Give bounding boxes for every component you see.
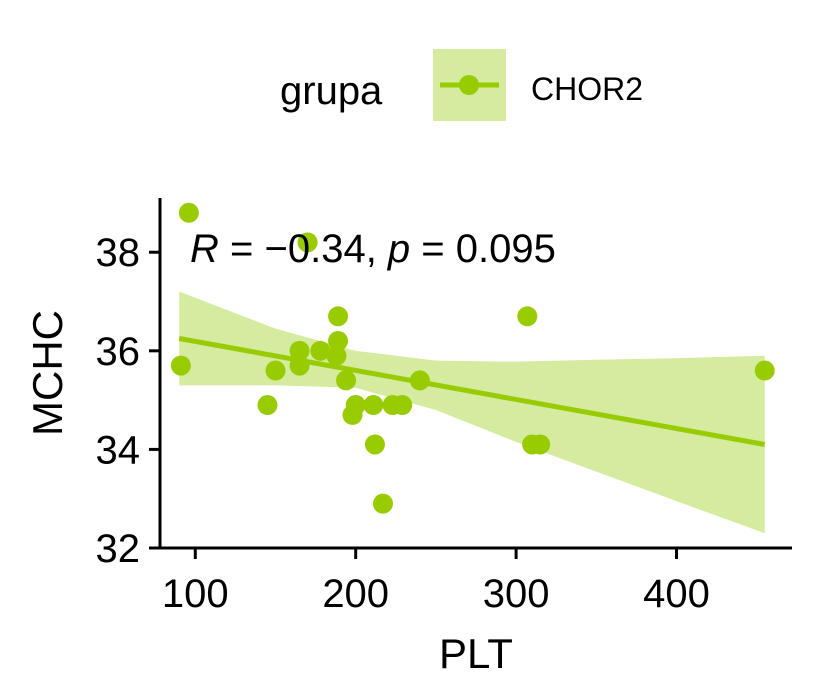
y-axis-title: MCHC <box>24 310 71 436</box>
legend-label-chor2: CHOR2 <box>531 71 643 107</box>
data-point <box>289 355 310 376</box>
regression-line-layer <box>178 336 766 447</box>
data-point <box>170 355 191 376</box>
x-tick-label: 300 <box>483 572 550 616</box>
x-tick-label: 200 <box>322 572 389 616</box>
data-point <box>336 370 357 391</box>
legend-title: grupa <box>280 69 383 113</box>
x-axis-title: PLT <box>439 630 513 677</box>
data-point <box>372 493 393 514</box>
data-point <box>409 370 430 391</box>
data-point <box>517 306 538 327</box>
axes <box>158 198 792 550</box>
data-point <box>326 345 347 366</box>
data-point <box>363 395 384 416</box>
r-symbol: R <box>190 227 219 271</box>
data-point <box>310 340 331 361</box>
points-layer <box>170 202 775 514</box>
data-point <box>392 395 413 416</box>
y-tick-label: 38 <box>96 231 141 275</box>
y-tick-label: 32 <box>96 527 141 571</box>
p-value: = 0.095 <box>410 227 556 271</box>
ticks: 100 200 300 400 32 34 36 38 <box>96 231 710 616</box>
data-point <box>178 202 199 223</box>
data-point <box>297 232 318 253</box>
data-point <box>289 340 310 361</box>
x-tick-label: 400 <box>643 572 710 616</box>
y-tick-label: 34 <box>96 428 141 472</box>
data-point <box>754 360 775 381</box>
r-value: = −0.34, <box>219 227 388 271</box>
y-tick-label: 36 <box>96 330 141 374</box>
regression-line <box>178 336 766 447</box>
data-point <box>265 360 286 381</box>
data-point <box>530 434 551 455</box>
x-tick-label: 100 <box>162 572 229 616</box>
data-point <box>257 395 278 416</box>
correlation-annotation: R = −0.34, p = 0.095 <box>190 227 556 271</box>
data-point <box>364 434 385 455</box>
data-point <box>328 330 349 351</box>
p-symbol: p <box>387 227 410 271</box>
legend: grupa CHOR2 <box>280 49 643 121</box>
data-point <box>328 306 349 327</box>
legend-key-point <box>459 75 479 95</box>
data-point <box>345 395 366 416</box>
